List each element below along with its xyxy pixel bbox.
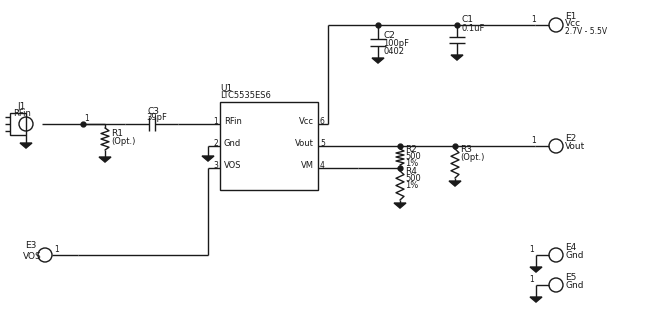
Text: 1: 1 — [54, 245, 59, 254]
Polygon shape — [372, 58, 384, 63]
Text: 6: 6 — [320, 117, 325, 126]
Text: E3: E3 — [25, 241, 36, 250]
Text: 500: 500 — [405, 152, 421, 161]
Text: RFin: RFin — [13, 109, 31, 118]
Text: 3: 3 — [213, 161, 218, 170]
Text: R2: R2 — [405, 145, 417, 154]
Text: C2: C2 — [383, 31, 395, 40]
Bar — [10, 113, 26, 135]
Text: Vout: Vout — [295, 139, 314, 148]
Text: 5: 5 — [320, 139, 325, 148]
Text: 1: 1 — [530, 245, 534, 254]
Text: Vout: Vout — [565, 142, 585, 151]
Text: 0402: 0402 — [383, 47, 404, 56]
Text: C1: C1 — [461, 15, 473, 24]
Text: (Opt.): (Opt.) — [460, 153, 484, 162]
Text: 100pF: 100pF — [383, 39, 409, 48]
Text: VOS: VOS — [224, 161, 241, 170]
Text: RFin: RFin — [224, 117, 242, 126]
Text: 0.1uF: 0.1uF — [461, 24, 484, 33]
Text: 2.7V - 5.5V: 2.7V - 5.5V — [565, 27, 607, 36]
Text: R3: R3 — [460, 145, 472, 154]
Polygon shape — [449, 181, 461, 186]
Text: R1: R1 — [111, 129, 123, 138]
Text: E4: E4 — [565, 243, 576, 252]
Text: R4: R4 — [405, 167, 417, 176]
Text: 500: 500 — [405, 174, 421, 183]
Text: 39pF: 39pF — [146, 113, 167, 122]
Text: Gnd: Gnd — [565, 251, 584, 260]
Text: 1: 1 — [84, 114, 89, 123]
Text: Gnd: Gnd — [224, 139, 241, 148]
Text: E2: E2 — [565, 134, 576, 143]
Text: 1: 1 — [213, 117, 218, 126]
Polygon shape — [20, 143, 32, 148]
Text: J1: J1 — [18, 102, 26, 111]
Polygon shape — [394, 203, 406, 208]
Text: 1: 1 — [531, 136, 536, 145]
Text: C3: C3 — [148, 107, 159, 116]
Text: U1: U1 — [220, 84, 232, 93]
Polygon shape — [99, 157, 111, 162]
Text: E1: E1 — [565, 12, 577, 21]
Text: Vcc: Vcc — [299, 117, 314, 126]
Text: Gnd: Gnd — [565, 281, 584, 290]
Polygon shape — [202, 156, 214, 161]
Text: 2: 2 — [213, 139, 218, 148]
Text: Vcc: Vcc — [565, 19, 581, 28]
Polygon shape — [530, 297, 542, 302]
Text: VM: VM — [301, 161, 314, 170]
Text: E5: E5 — [565, 273, 577, 282]
Text: 1: 1 — [530, 275, 534, 284]
Text: 1%: 1% — [405, 159, 418, 168]
Bar — [220, 102, 318, 190]
Text: LTC5535ES6: LTC5535ES6 — [220, 91, 271, 100]
Text: 1: 1 — [531, 15, 536, 24]
Text: (Opt.): (Opt.) — [111, 137, 135, 146]
Text: 1%: 1% — [405, 181, 418, 190]
Text: VOS: VOS — [23, 252, 42, 261]
Polygon shape — [530, 267, 542, 272]
Text: 4: 4 — [320, 161, 325, 170]
Polygon shape — [451, 55, 463, 60]
